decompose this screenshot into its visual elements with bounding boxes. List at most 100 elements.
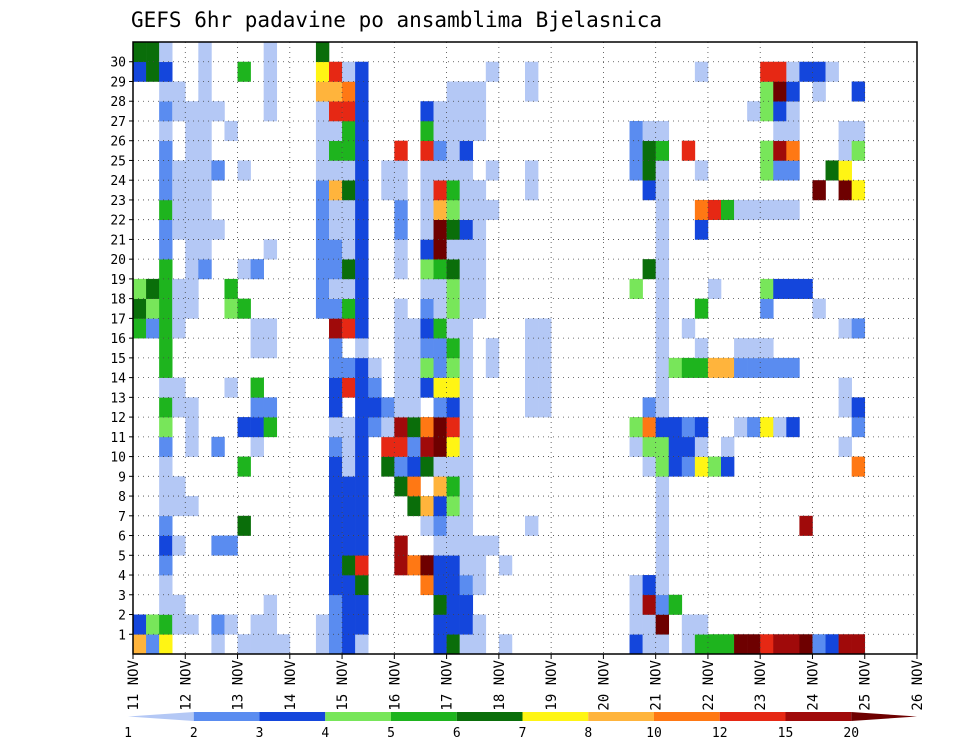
heatmap-cell: [812, 180, 826, 201]
heatmap-cell: [381, 160, 395, 181]
heatmap-cell: [407, 357, 421, 378]
heatmap-cell: [773, 417, 787, 438]
heatmap-cell: [250, 614, 264, 635]
heatmap-cell: [629, 436, 643, 457]
heatmap-cell: [655, 555, 670, 576]
x-tick-label: 18 NOV: [492, 659, 508, 710]
heatmap-cell: [459, 140, 474, 161]
heatmap-cell: [459, 318, 474, 339]
heatmap-cell: [760, 199, 774, 220]
heatmap-cell: [655, 259, 670, 280]
heatmap-cell: [694, 614, 709, 635]
heatmap-cell: [342, 219, 356, 240]
heatmap-cell: [786, 140, 800, 161]
heatmap-cell: [446, 555, 460, 576]
y-tick-label: 12: [110, 411, 126, 426]
heatmap-cell: [250, 634, 264, 655]
heatmap-cell: [760, 417, 774, 438]
heatmap-cell: [355, 180, 369, 201]
plot-frame: [132, 41, 918, 655]
heatmap-cell: [446, 338, 460, 359]
heatmap-cell: [172, 180, 186, 201]
heatmap-cell: [472, 535, 487, 556]
heatmap-cell: [668, 594, 683, 615]
heatmap-cell: [342, 239, 356, 260]
heatmap-cell: [721, 634, 735, 655]
heatmap-cell: [420, 357, 434, 378]
heatmap-cell: [734, 199, 748, 220]
heatmap-cell: [329, 278, 343, 299]
heatmap-cell: [420, 101, 434, 122]
heatmap-cell: [681, 417, 696, 438]
heatmap-cell: [198, 120, 212, 142]
heatmap-cell: [655, 436, 670, 457]
heatmap-cell: [159, 298, 173, 319]
heatmap-cell: [629, 140, 643, 161]
heatmap-cell: [329, 515, 343, 536]
heatmap-cell: [159, 594, 173, 615]
x-tick-label: 16 NOV: [387, 659, 403, 710]
heatmap-cell: [224, 298, 238, 319]
heatmap-cell: [420, 219, 434, 240]
heatmap-cell: [172, 535, 186, 556]
heatmap-cell: [851, 120, 866, 142]
heatmap-cell: [851, 634, 866, 655]
heatmap-cell: [812, 81, 826, 102]
heatmap-cell: [420, 318, 434, 339]
heatmap-cell: [394, 140, 408, 161]
heatmap-cell: [355, 318, 369, 339]
colorbar-swatch: [325, 712, 391, 721]
heatmap-cell: [694, 357, 709, 378]
heatmap-cell: [446, 476, 460, 497]
heatmap-cell: [642, 594, 656, 615]
heatmap-cell: [198, 101, 212, 122]
heatmap-cell: [838, 160, 852, 181]
heatmap-cell: [747, 338, 761, 359]
heatmap-cell: [329, 377, 343, 398]
heatmap-cell: [773, 357, 787, 378]
heatmap-cell: [707, 456, 722, 477]
heatmap-cell: [433, 259, 447, 280]
heatmap-cell: [668, 357, 683, 378]
y-tick-label: 27: [110, 115, 126, 130]
grid-lines: [133, 42, 917, 654]
heatmap-cell: [472, 278, 487, 299]
heatmap-cell: [459, 634, 474, 655]
heatmap-cell: [211, 101, 225, 122]
colorbar-label: 5: [387, 726, 395, 741]
x-tick-label: 20 NOV: [596, 659, 612, 710]
heatmap-cell: [642, 120, 656, 142]
heatmap-cell: [329, 180, 343, 201]
heatmap-cell: [525, 338, 539, 359]
heatmap-cell: [394, 377, 408, 398]
heatmap-cell: [773, 160, 787, 181]
heatmap-cell: [315, 259, 330, 280]
heatmap-cell: [342, 436, 356, 457]
heatmap-cell: [185, 397, 199, 418]
heatmap-cell: [159, 42, 173, 63]
heatmap-cell: [159, 476, 173, 497]
heatmap-cell: [694, 338, 709, 359]
heatmap-cell: [838, 120, 852, 142]
heatmap-cell: [838, 180, 852, 201]
heatmap-cell: [224, 614, 238, 635]
heatmap-cell: [342, 160, 356, 181]
heatmap-cell: [159, 397, 173, 418]
heatmap-cell: [472, 219, 487, 240]
heatmap-cell: [799, 61, 813, 82]
heatmap-cell: [760, 140, 774, 161]
heatmap-cell: [146, 278, 160, 299]
heatmap-cell: [655, 318, 670, 339]
heatmap-cell: [185, 417, 199, 438]
heatmap-cell: [642, 614, 656, 635]
heatmap-cell: [133, 298, 147, 319]
heatmap-cell: [342, 101, 356, 122]
heatmap-cell: [459, 575, 474, 596]
heatmap-cell: [263, 101, 278, 122]
heatmap-cell: [459, 535, 474, 556]
heatmap-cell: [355, 614, 369, 635]
heatmap-cell: [721, 199, 735, 220]
heatmap-cell: [446, 278, 460, 299]
y-tick-label: 24: [110, 174, 126, 189]
heatmap-cell: [655, 239, 670, 260]
